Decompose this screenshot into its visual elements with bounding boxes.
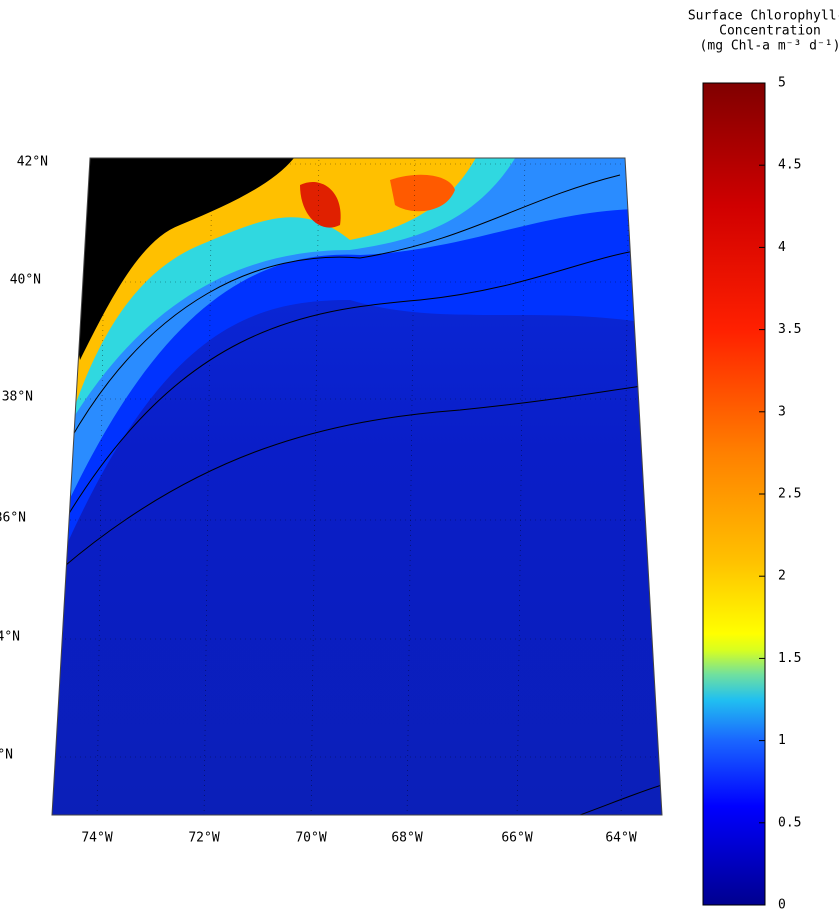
land [52, 158, 300, 360]
colorbar-title: (mg Chl-a m⁻³ d⁻¹) [700, 39, 839, 54]
colorbar-tick-label: 1.5 [778, 651, 801, 666]
colorbar-tick-label: 3.5 [778, 322, 801, 337]
grid-line [203, 158, 213, 815]
lon-label: 64°W [605, 831, 636, 846]
grid-line [96, 158, 106, 815]
grid-line [516, 158, 526, 815]
colorbar-tick-label: 4.5 [778, 158, 801, 173]
lat-label: 42°N [17, 155, 48, 170]
map-border [51, 157, 663, 816]
grid-line [620, 158, 630, 815]
contour [579, 784, 662, 815]
lon-label: 66°W [501, 831, 532, 846]
map [52, 158, 662, 815]
colorbar-tick-label: 2 [778, 569, 786, 584]
grid-line [406, 158, 416, 815]
lat-label: 32°N [0, 748, 13, 763]
lat-label: 38°N [2, 390, 33, 405]
colorbar-tick-label: 3 [778, 404, 786, 419]
region-orange [390, 174, 455, 212]
grid-line [310, 158, 320, 815]
colorbar-tick-label: 0 [778, 898, 786, 911]
lon-label: 70°W [295, 831, 326, 846]
colorbar-tick-label: 4 [778, 240, 786, 255]
lon-label: 74°W [81, 831, 112, 846]
contour [59, 384, 651, 571]
colorbar-title: Concentration [719, 24, 821, 39]
lat-label: 40°N [10, 273, 41, 288]
colorbar [702, 82, 766, 906]
colorbar-tick-label: 1 [778, 733, 786, 748]
colorbar-title: Surface Chlorophyll-a [688, 9, 839, 24]
lat-label: 36°N [0, 511, 26, 526]
lon-label: 72°W [188, 831, 219, 846]
contour [69, 174, 621, 441]
lon-label: 68°W [391, 831, 422, 846]
region-red [300, 181, 341, 228]
colorbar-tick-label: 0.5 [778, 815, 801, 830]
colorbar-tick-label: 5 [778, 76, 786, 91]
lat-label: 34°N [0, 630, 20, 645]
colorbar-tick-label: 2.5 [778, 487, 801, 502]
